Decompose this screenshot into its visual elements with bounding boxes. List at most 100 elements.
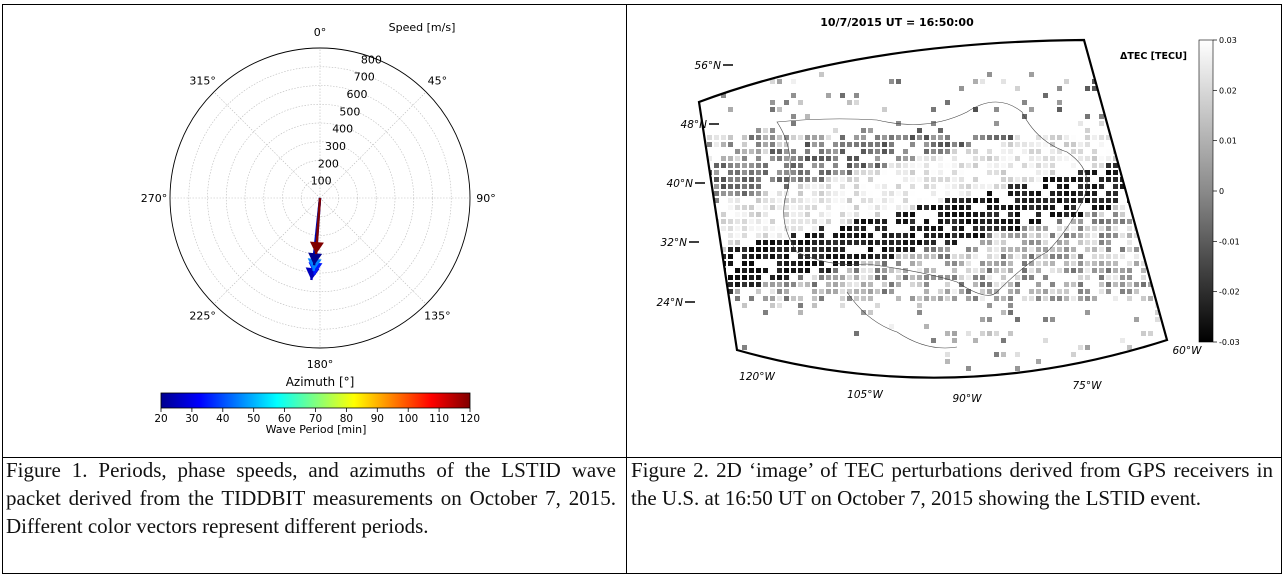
tec-pixel [763, 163, 768, 168]
tec-pixel [1057, 107, 1062, 112]
tec-pixel [1001, 79, 1006, 84]
tec-pixel [945, 142, 950, 147]
tec-pixel [1085, 114, 1090, 119]
tec-pixel [1176, 135, 1181, 140]
tec-pixel [1057, 156, 1062, 161]
tec-pixel [1155, 170, 1160, 175]
tec-pixel [973, 177, 978, 182]
tec-pixel [819, 135, 824, 140]
tec-pixel [973, 212, 978, 217]
tec-pixel [847, 198, 852, 203]
tec-pixel [994, 219, 999, 224]
tec-pixel [854, 331, 859, 336]
tec-pixel [1050, 289, 1055, 294]
tec-pixel [1029, 240, 1034, 245]
tec-pixel [749, 149, 754, 154]
tec-pixel [749, 163, 754, 168]
tec-pixel [728, 107, 733, 112]
tec-pixel [1134, 317, 1139, 322]
tec-pixel [770, 100, 775, 105]
polar-outer-ring [169, 47, 471, 349]
tec-pixel [966, 254, 971, 259]
tec-pixel [805, 114, 810, 119]
tec-map: 10/7/2015 UT = 16:50:00 56°N48°N40°N32°N… [657, 16, 1240, 405]
tec-pixel [910, 254, 915, 259]
tec-pixel [952, 163, 957, 168]
tec-pixel [987, 268, 992, 273]
tec-pixel [994, 121, 999, 126]
tec-pixel [721, 226, 726, 231]
tec-pixel [812, 226, 817, 231]
tec-pixel [854, 212, 859, 217]
tec-pixel [826, 135, 831, 140]
tec-pixel [742, 268, 747, 273]
tec-pixel [1029, 198, 1034, 203]
tec-pixel [1176, 149, 1181, 154]
tec-pixel [735, 205, 740, 210]
tec-pixel [1078, 254, 1083, 259]
tec-pixel [833, 233, 838, 238]
colorbar-tick-label: 80 [340, 413, 353, 425]
tec-pixel [798, 198, 803, 203]
tec-pixel [917, 198, 922, 203]
tec-pixel [847, 219, 852, 224]
tec-pixel [707, 240, 712, 245]
tec-pixel [875, 163, 880, 168]
tec-pixel [896, 184, 901, 189]
tec-pixel [861, 268, 866, 273]
tec-pixel [1029, 177, 1034, 182]
tec-pixel [1183, 135, 1188, 140]
tec-pixel [1099, 205, 1104, 210]
tec-pixel [931, 226, 936, 231]
tec-pixel [1015, 226, 1020, 231]
tec-pixel [1064, 184, 1069, 189]
tec-pixel [728, 254, 733, 259]
tec-pixel [784, 219, 789, 224]
tec-pixel [1071, 352, 1076, 357]
tec-pixel [1050, 163, 1055, 168]
tec-pixel [1155, 289, 1160, 294]
tec-pixel [903, 219, 908, 224]
tec-pixel [735, 233, 740, 238]
tec-pixel [1071, 156, 1076, 161]
tec-pixel [805, 282, 810, 287]
tec-pixel [1092, 254, 1097, 259]
tec-pixel [966, 275, 971, 280]
tec-pixel [1008, 261, 1013, 266]
tec-pixel [1092, 296, 1097, 301]
tec-pixel [1036, 296, 1041, 301]
tec-pixel [1008, 149, 1013, 154]
tec-pixel [924, 219, 929, 224]
tec-pixel [1099, 142, 1104, 147]
map-title: 10/7/2015 UT = 16:50:00 [820, 16, 974, 29]
tec-pixel [966, 366, 971, 371]
tec-pixel [1050, 254, 1055, 259]
tec-pixel [1148, 205, 1153, 210]
tec-pixel [1029, 233, 1034, 238]
tec-pixel [1064, 142, 1069, 147]
tec-pixel [994, 254, 999, 259]
tec-pixel [1078, 282, 1083, 287]
tec-pixel [1113, 254, 1118, 259]
tec-pixel [1134, 212, 1139, 217]
tec-pixel [777, 268, 782, 273]
tec-pixel [1141, 205, 1146, 210]
tec-pixel [931, 240, 936, 245]
tec-pixel [1064, 135, 1069, 140]
tec-pixel [903, 170, 908, 175]
tec-pixel [819, 142, 824, 147]
tec-pixel [882, 198, 887, 203]
tec-pixel [763, 135, 768, 140]
tec-pixel [749, 247, 754, 252]
tec-pixel [840, 254, 845, 259]
tec-pixel [1127, 289, 1132, 294]
tec-pixel [1071, 198, 1076, 203]
tec-pixel [910, 296, 915, 301]
tec-pixel [1113, 394, 1118, 399]
tec-pixel [833, 289, 838, 294]
tec-pixel [861, 219, 866, 224]
tec-pixel [854, 184, 859, 189]
tec-pixel [973, 156, 978, 161]
tec-pixel [1036, 163, 1041, 168]
tec-pixel [973, 226, 978, 231]
